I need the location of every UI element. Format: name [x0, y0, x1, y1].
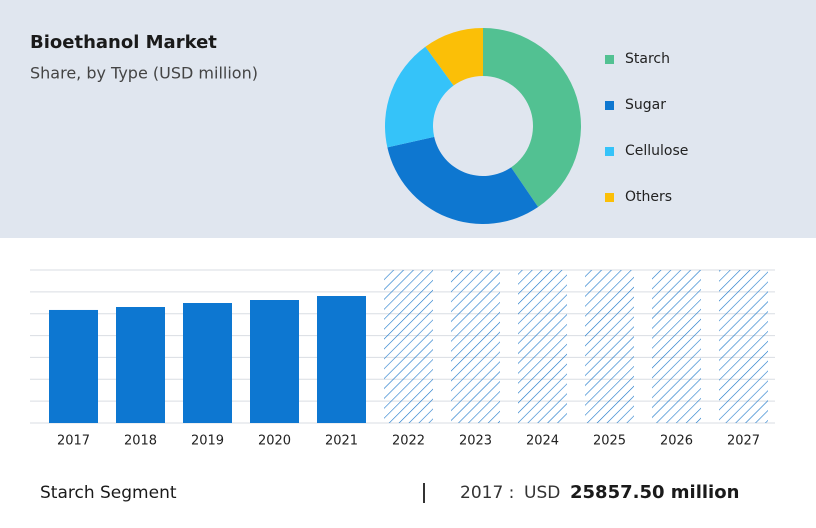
bar	[116, 306, 165, 423]
chart-title: Bioethanol Market	[30, 32, 217, 53]
x-tick-label: 2021	[325, 434, 358, 449]
x-tick-label: 2026	[660, 434, 693, 449]
donut-slice	[425, 28, 483, 86]
bar	[250, 300, 299, 423]
footer-value: 25857.50 million	[570, 482, 739, 503]
forecast-placeholder	[384, 270, 433, 423]
forecast-placeholder	[719, 270, 768, 423]
donut-chart: Starch Sugar Cellulose Others	[385, 28, 688, 224]
forecast-placeholder	[585, 270, 634, 423]
x-tick-label: 2020	[258, 434, 291, 449]
footer-segment: Starch Segment	[40, 483, 177, 503]
forecast-placeholder	[518, 270, 567, 423]
chart-subtitle: Share, by Type (USD million)	[30, 64, 258, 83]
x-tick-label: 2024	[526, 434, 559, 449]
legend-swatch	[605, 55, 614, 64]
x-tick-label: 2019	[191, 434, 224, 449]
x-tick-label: 2022	[392, 434, 425, 449]
legend-label: Cellulose	[625, 143, 688, 159]
x-tick-label: 2023	[459, 434, 492, 449]
footer-year: 2017 :	[460, 483, 514, 503]
bar-chart: 2017 2018 2019 2020 2021 2022 2023 2024 2025 2026…	[30, 269, 775, 449]
x-tick-label: 2017	[57, 434, 90, 449]
x-tick-label: 2025	[593, 434, 626, 449]
bar	[183, 303, 232, 423]
donut-slice	[387, 136, 539, 224]
legend-swatch	[605, 193, 614, 202]
legend-label: Starch	[625, 51, 670, 67]
legend-label: Others	[625, 189, 672, 205]
bar	[317, 296, 366, 423]
donut-slice	[385, 46, 454, 148]
donut-slice	[483, 28, 581, 208]
footer-currency: USD	[524, 483, 560, 503]
x-tick-label: 2027	[727, 434, 760, 449]
forecast-placeholder	[451, 270, 500, 423]
legend-swatch	[605, 101, 614, 110]
bar	[49, 309, 98, 423]
x-tick-label: 2018	[124, 434, 157, 449]
legend-swatch	[605, 147, 614, 156]
forecast-placeholder	[652, 270, 701, 423]
legend-label: Sugar	[625, 97, 666, 113]
